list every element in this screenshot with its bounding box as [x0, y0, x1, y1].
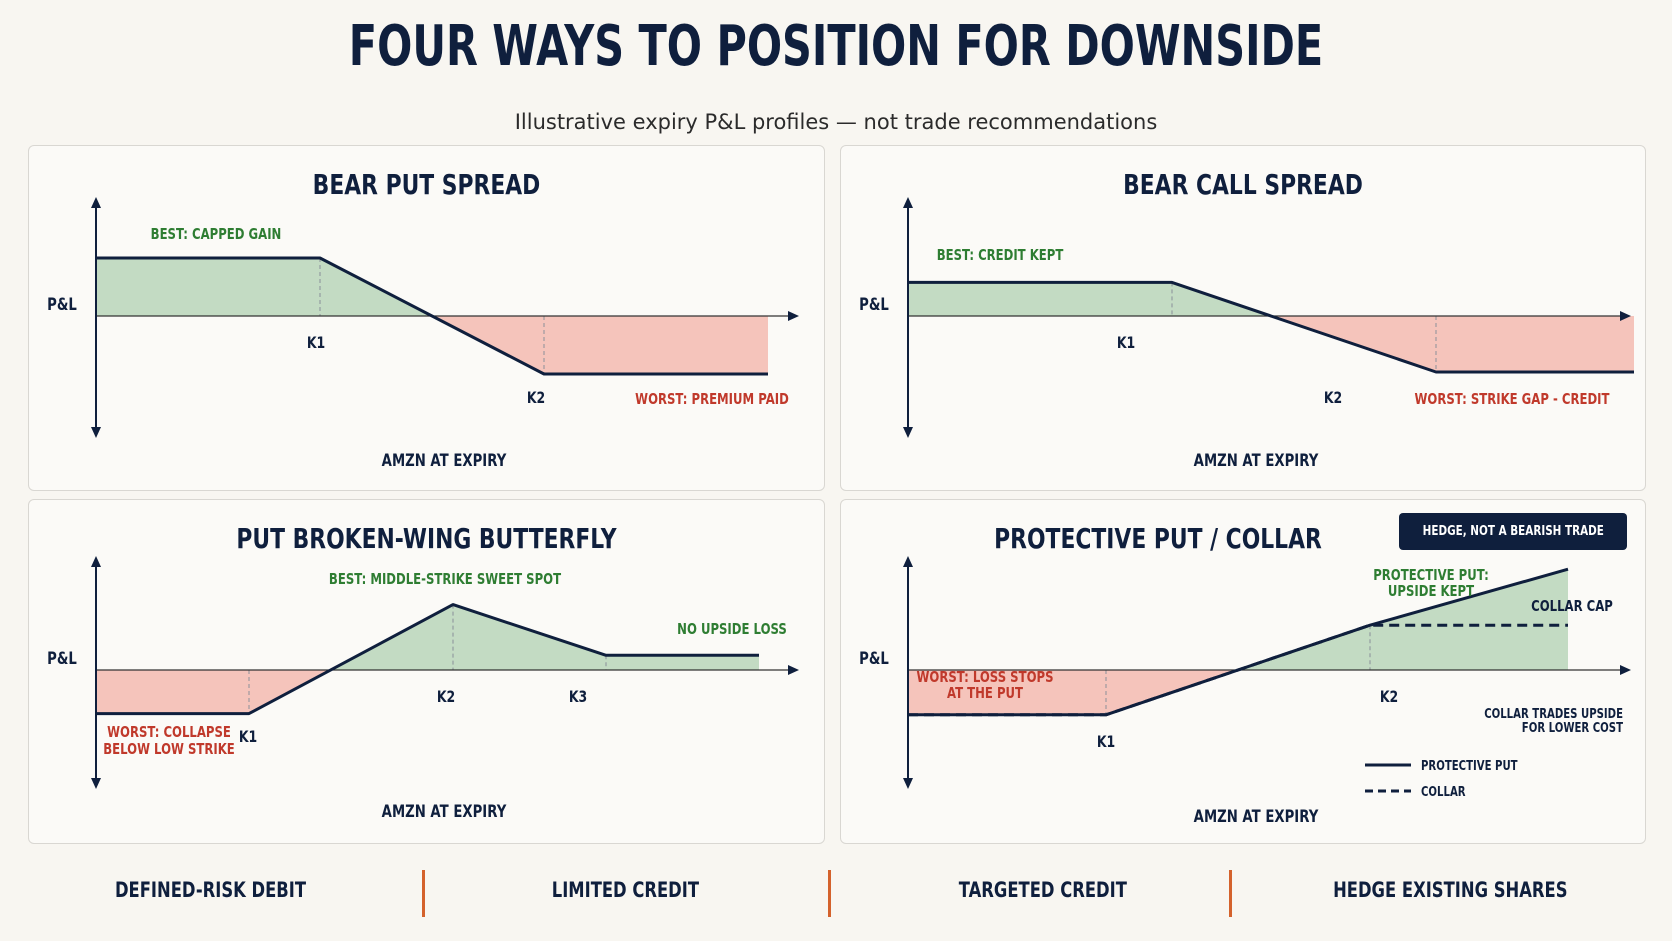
footer-divider [828, 870, 831, 917]
upside-kept-label: PROTECTIVE PUT: [1373, 568, 1489, 585]
y-axis-arrow-down [91, 427, 101, 438]
x-axis-arrow [788, 311, 799, 321]
series-line [908, 280, 1634, 374]
strike-label-k2: K2 [527, 390, 545, 408]
y-axis-arrow-up [903, 197, 913, 208]
chart-bear-call-spread: P&L AMZN AT EXPIRY K1 K2 BEST: CREDIT KEPT WO… [859, 197, 1634, 470]
y-axis-arrow-up [91, 556, 101, 567]
x-axis-arrow [1620, 311, 1631, 321]
y-axis-arrow-down [91, 778, 101, 789]
worst-case-label: WORST: PREMIUM PAID [635, 392, 789, 409]
series-line [96, 256, 768, 376]
worst-case-label: WORST: COLLAPSE [107, 725, 231, 742]
chart-put-broken-wing-butterfly: P&L AMZN AT EXPIRY K1 K2 K3 BEST: MIDDLE-STRI… [47, 556, 799, 821]
chart-bear-put-spread: P&L AMZN AT EXPIRY K1 K2 BEST: CAPPED GAIN WO… [47, 197, 799, 470]
y-axis-label: P&L [859, 294, 889, 314]
legend-label-collar: COLLAR [1421, 784, 1466, 800]
y-axis-label: P&L [47, 648, 77, 668]
legend-label-protective-put: PROTECTIVE PUT [1421, 758, 1518, 774]
x-axis-arrow [1620, 665, 1631, 675]
best-case-label: BEST: CAPPED GAIN [151, 227, 282, 244]
footer-label-4: HEDGE EXISTING SHARES [1332, 878, 1568, 902]
panel-protective-put-collar: PROTECTIVE PUT / COLLAR HEDGE, NOT A BEA… [840, 499, 1646, 844]
worst-case-label-line2: BELOW LOW STRIKE [103, 742, 235, 759]
x-axis-arrow [788, 665, 799, 675]
collar-note-line2: FOR LOWER COST [1522, 720, 1623, 736]
panel-title: PUT BROKEN-WING BUTTERFLY [236, 522, 617, 555]
worst-case-label-line2: AT THE PUT [947, 686, 1024, 703]
footer-label-1: DEFINED-RISK DEBIT [114, 878, 307, 902]
footer-label-3: TARGETED CREDIT [958, 878, 1127, 902]
gain-area [96, 258, 768, 316]
panel-title: BEAR PUT SPREAD [312, 168, 541, 201]
gain-area [908, 569, 1568, 670]
footer-divider [422, 870, 425, 917]
strike-label-k1: K1 [239, 729, 257, 747]
y-axis-arrow-down [903, 427, 913, 438]
series-line [96, 603, 759, 716]
gain-area [908, 282, 1634, 316]
panel-put-broken-wing-butterfly: PUT BROKEN-WING BUTTERFLY P&L AMZN AT EXP… [28, 499, 825, 844]
y-axis-arrow-down [903, 778, 913, 789]
panel-title: BEAR CALL SPREAD [1123, 168, 1363, 201]
loss-area [908, 316, 1634, 372]
best-case-label: BEST: MIDDLE-STRIKE SWEET SPOT [329, 572, 562, 589]
panel-bear-call-spread: BEAR CALL SPREAD P&L AMZN AT EXPIRY K1 K2 BE… [840, 145, 1646, 491]
strike-label-k2: K2 [437, 689, 455, 707]
no-upside-loss-label: NO UPSIDE LOSS [677, 622, 787, 639]
loss-area [96, 670, 759, 714]
y-axis-label: P&L [859, 648, 889, 668]
panel-bear-put-spread: BEAR PUT SPREAD P&L AMZN AT EXPIRY K1 K2 BES… [28, 145, 825, 491]
strike-label-k3: K3 [569, 689, 587, 707]
page-subtitle: Illustrative expiry P&L profiles — not t… [514, 110, 1158, 134]
x-axis-label: AMZN AT EXPIRY [382, 450, 507, 470]
strike-label-k1: K1 [1097, 734, 1115, 752]
collar-note: COLLAR TRADES UPSIDE [1484, 706, 1623, 722]
worst-case-label: WORST: STRIKE GAP - CREDIT [1415, 392, 1611, 409]
worst-case-label: WORST: LOSS STOPS [917, 670, 1054, 687]
collar-cap-label: COLLAR CAP [1531, 599, 1613, 616]
x-axis-label: AMZN AT EXPIRY [1194, 806, 1319, 826]
chart-protective-put-collar: P&L AMZN AT EXPIRY K1 K2 PROTECTIVE PUT:UPSI… [859, 556, 1631, 826]
footer-divider [1229, 870, 1232, 917]
strike-label-k2: K2 [1324, 390, 1342, 408]
gain-area [96, 604, 759, 670]
best-case-label: BEST: CREDIT KEPT [937, 248, 1064, 265]
hedge-badge: HEDGE, NOT A BEARISH TRADE [1399, 513, 1627, 550]
y-axis-arrow-up [91, 197, 101, 208]
strike-label-k1: K1 [307, 335, 325, 353]
x-axis-label: AMZN AT EXPIRY [1194, 450, 1319, 470]
series-line-collar [908, 623, 1568, 717]
loss-area [908, 670, 1568, 715]
panel-title: PROTECTIVE PUT / COLLAR [994, 522, 1322, 555]
y-axis-arrow-up [903, 556, 913, 567]
upside-kept-label-line2: UPSIDE KEPT [1388, 584, 1475, 601]
x-axis-label: AMZN AT EXPIRY [382, 801, 507, 821]
strike-label-k1: K1 [1117, 335, 1135, 353]
page-title: FOUR WAYS TO POSITION FOR DOWNSIDE [348, 14, 1324, 79]
strike-label-k2: K2 [1380, 689, 1398, 707]
loss-area [96, 316, 768, 374]
y-axis-label: P&L [47, 294, 77, 314]
footer-label-2: LIMITED CREDIT [551, 878, 699, 902]
